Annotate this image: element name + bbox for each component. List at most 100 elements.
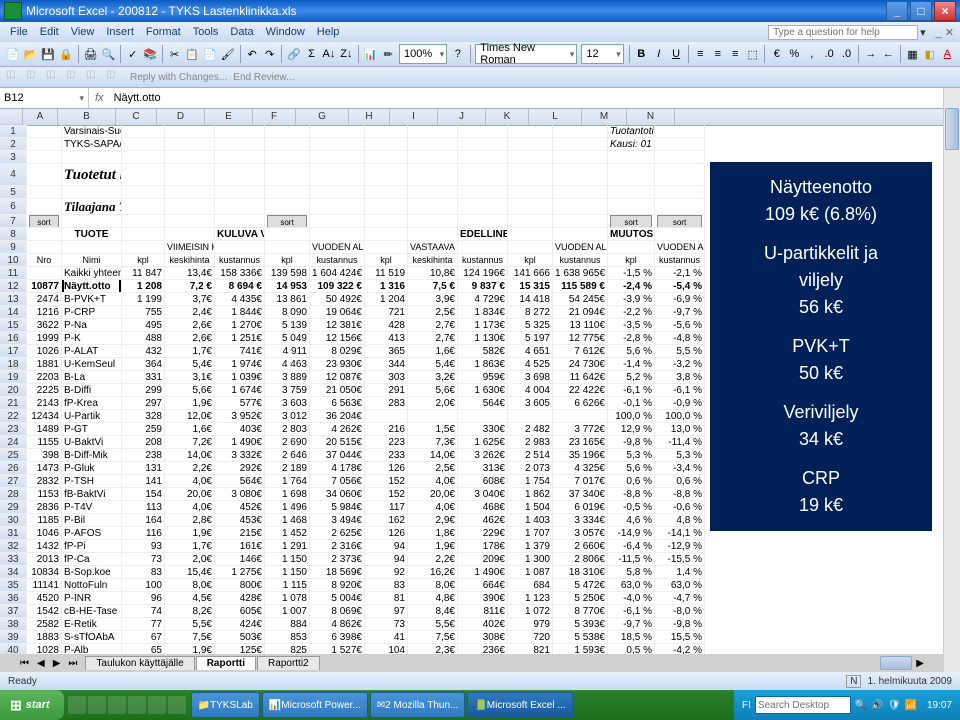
task-btn-1[interactable]: 📁 TYKSLab: [191, 692, 260, 718]
col-B[interactable]: B: [58, 109, 116, 125]
menu-window[interactable]: Window: [260, 26, 311, 38]
menu-tools[interactable]: Tools: [187, 26, 225, 38]
inc-indent-icon[interactable]: →: [863, 44, 878, 64]
search-desktop-input[interactable]: [755, 696, 851, 714]
save-icon[interactable]: 💾: [40, 44, 56, 64]
font-combo[interactable]: Times New Roman: [475, 44, 577, 64]
fontsize-combo[interactable]: 12: [581, 44, 623, 64]
zoom-combo[interactable]: 100%: [399, 44, 447, 64]
format-painter-icon[interactable]: 🖌: [220, 44, 236, 64]
new-icon[interactable]: 📄: [5, 44, 21, 64]
col-J[interactable]: J: [438, 109, 486, 125]
menu-file[interactable]: File: [4, 26, 34, 38]
summary-overlay: Näytteenotto 109 k€ (6.8%) U-partikkelit…: [710, 162, 932, 531]
chart-icon[interactable]: 📊: [363, 44, 379, 64]
col-C[interactable]: C: [116, 109, 157, 125]
tray-lang[interactable]: FI: [742, 700, 751, 711]
col-H[interactable]: H: [349, 109, 390, 125]
overlay-l10: CRP: [716, 465, 926, 492]
dec-decimal-icon[interactable]: .0: [839, 44, 854, 64]
close-button[interactable]: ×: [934, 1, 956, 21]
font-color-icon[interactable]: A: [940, 44, 955, 64]
menu-format[interactable]: Format: [140, 26, 187, 38]
hyperlink-icon[interactable]: 🔗: [286, 44, 302, 64]
system-tray[interactable]: FI 🔍🔊🛡📶 19:07: [734, 690, 960, 720]
col-M[interactable]: M: [582, 109, 627, 125]
ask-question-input[interactable]: [768, 25, 918, 40]
merge-icon[interactable]: ⬚: [745, 44, 760, 64]
bold-icon[interactable]: B: [634, 44, 649, 64]
spell-icon[interactable]: ✓: [125, 44, 140, 64]
rev-icon3[interactable]: ◫: [46, 69, 62, 85]
vertical-scrollbar[interactable]: [943, 88, 960, 672]
borders-icon[interactable]: ▦: [905, 44, 920, 64]
comma-icon[interactable]: ,: [804, 44, 819, 64]
underline-icon[interactable]: U: [668, 44, 683, 64]
rev-icon1[interactable]: ◫: [6, 69, 22, 85]
undo-icon[interactable]: ↶: [244, 44, 259, 64]
currency-icon[interactable]: €: [769, 44, 784, 64]
help-icon[interactable]: ?: [450, 44, 465, 64]
reply-changes-label[interactable]: Reply with Changes...: [130, 72, 227, 83]
copy-icon[interactable]: 📋: [184, 44, 200, 64]
col-D[interactable]: D: [157, 109, 205, 125]
align-right-icon[interactable]: ≡: [728, 44, 743, 64]
tab-nav-last[interactable]: ⏭: [68, 658, 77, 669]
maximize-button[interactable]: □: [910, 1, 932, 21]
minimize-button[interactable]: _: [886, 1, 908, 21]
menu-view[interactable]: View: [65, 26, 101, 38]
percent-icon[interactable]: %: [787, 44, 802, 64]
inc-decimal-icon[interactable]: .0: [821, 44, 836, 64]
drawing-icon[interactable]: ✏: [381, 44, 396, 64]
menu-insert[interactable]: Insert: [100, 26, 140, 38]
tab-nav-next[interactable]: ▶: [53, 658, 61, 669]
name-box[interactable]: B12▾: [0, 88, 89, 108]
col-F[interactable]: F: [253, 109, 296, 125]
col-E[interactable]: E: [205, 109, 253, 125]
task-btn-3[interactable]: ✉ 2 Mozilla Thun...: [370, 692, 466, 718]
dec-indent-icon[interactable]: ←: [881, 44, 896, 64]
menu-data[interactable]: Data: [224, 26, 259, 38]
permission-icon[interactable]: 🔒: [58, 44, 74, 64]
col-A[interactable]: A: [23, 109, 58, 125]
col-G[interactable]: G: [296, 109, 349, 125]
research-icon[interactable]: 📚: [142, 44, 158, 64]
sort-asc-icon[interactable]: A↓: [321, 44, 336, 64]
rev-icon6[interactable]: ◫: [106, 69, 122, 85]
tab-1[interactable]: Taulukon käyttäjälle: [85, 656, 194, 670]
italic-icon[interactable]: I: [651, 44, 666, 64]
tab-nav-first[interactable]: ⏮: [20, 658, 29, 669]
end-review-label[interactable]: End Review...: [233, 72, 294, 83]
hscroll-thumb[interactable]: [880, 656, 912, 670]
start-button[interactable]: start: [0, 690, 64, 720]
task-btn-2[interactable]: 📊 Microsoft Power...: [262, 692, 368, 718]
print-icon[interactable]: 🖨: [83, 44, 99, 64]
redo-icon[interactable]: ↷: [262, 44, 277, 64]
paste-icon[interactable]: 📄: [202, 44, 218, 64]
tab-3[interactable]: Raportti2: [257, 656, 320, 670]
task-btn-4[interactable]: 📗 Microsoft Excel ...: [467, 692, 572, 718]
sort-desc-icon[interactable]: Z↓: [339, 44, 354, 64]
rev-icon4[interactable]: ◫: [66, 69, 82, 85]
preview-icon[interactable]: 🔍: [101, 44, 117, 64]
hscroll-right[interactable]: ▶: [916, 658, 924, 669]
col-I[interactable]: I: [390, 109, 438, 125]
open-icon[interactable]: 📂: [23, 44, 39, 64]
fx-label[interactable]: fx: [89, 92, 110, 104]
menu-edit[interactable]: Edit: [34, 26, 65, 38]
col-K[interactable]: K: [486, 109, 529, 125]
cut-icon[interactable]: ✂: [167, 44, 182, 64]
formula-bar[interactable]: Näytt.otto: [110, 92, 165, 104]
col-L[interactable]: L: [529, 109, 582, 125]
align-left-icon[interactable]: ≡: [693, 44, 708, 64]
tab-nav-prev[interactable]: ◀: [37, 658, 45, 669]
align-center-icon[interactable]: ≡: [710, 44, 725, 64]
menu-help[interactable]: Help: [311, 26, 346, 38]
rev-icon5[interactable]: ◫: [86, 69, 102, 85]
col-N[interactable]: N: [627, 109, 675, 125]
quick-launch[interactable]: [64, 696, 190, 714]
rev-icon2[interactable]: ◫: [26, 69, 42, 85]
fill-color-icon[interactable]: ◧: [922, 44, 937, 64]
autosum-icon[interactable]: Σ: [304, 44, 319, 64]
tab-2[interactable]: Raportti: [196, 656, 256, 670]
